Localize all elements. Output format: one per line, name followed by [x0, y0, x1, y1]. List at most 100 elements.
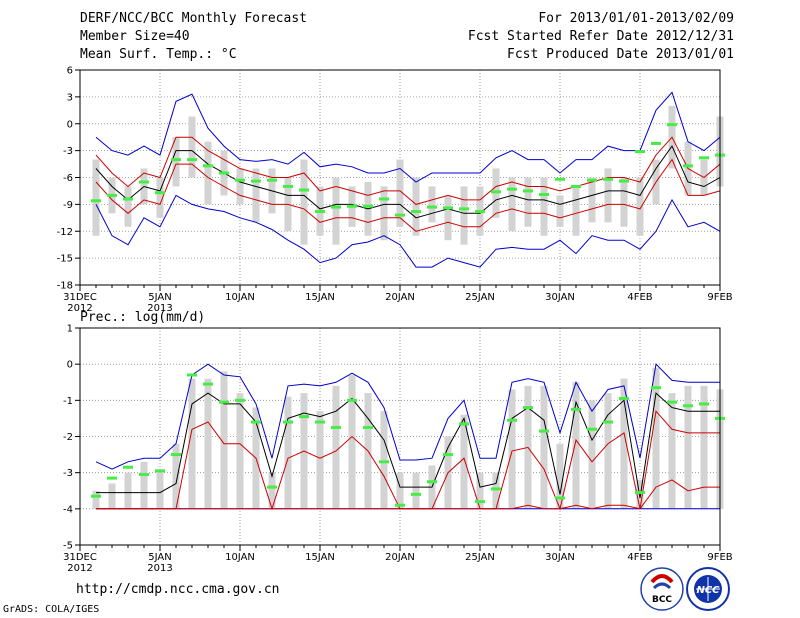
marker-point: [411, 492, 421, 496]
spread-box: [492, 472, 500, 509]
spread-box: [572, 186, 580, 236]
spread-box: [236, 168, 244, 205]
x-tick-label: 20JAN: [385, 552, 415, 563]
x-tick-sublabel: 2012: [67, 303, 92, 314]
marker-point: [187, 373, 197, 377]
x-tick-label: 20JAN: [385, 292, 415, 303]
spread-box: [348, 375, 356, 509]
spread-box: [508, 177, 516, 232]
marker-point: [395, 503, 405, 507]
spread-box: [588, 177, 596, 223]
x-tick-label: 31DEC: [63, 292, 97, 303]
spread-box: [380, 411, 388, 509]
spread-box: [540, 177, 548, 236]
spread-box: [460, 414, 468, 509]
spread-box: [700, 385, 708, 509]
spread-box: [444, 195, 452, 241]
marker-point: [379, 460, 389, 464]
marker-point: [203, 164, 213, 168]
x-tick-label: 10JAN: [225, 552, 255, 563]
marker-point: [555, 496, 565, 500]
marker-point: [107, 193, 117, 197]
marker-point: [91, 494, 101, 498]
spread-box: [188, 116, 196, 178]
spread-box: [268, 472, 276, 509]
x-tick-label: 31DEC: [63, 552, 97, 563]
x-tick-label: 9FEB: [707, 292, 732, 303]
marker-point: [331, 205, 341, 209]
marker-point: [443, 453, 453, 457]
spread-box: [620, 378, 628, 509]
marker-point: [107, 476, 117, 480]
marker-point: [203, 382, 213, 386]
marker-point: [507, 418, 517, 422]
marker-point: [571, 184, 581, 188]
series-line-max: [95, 91, 721, 183]
marker-point: [363, 204, 373, 208]
spread-box: [220, 371, 228, 509]
member-size-label: Member Size=40: [80, 29, 190, 44]
marker-point: [571, 407, 581, 411]
spread-box: [572, 382, 580, 509]
x-tick-label: 25JAN: [465, 552, 495, 563]
spread-box: [636, 479, 644, 509]
spread-box: [508, 389, 516, 509]
forecast-period-label: For 2013/01/01-2013/02/09: [538, 11, 734, 26]
series-line-upper: [95, 136, 721, 205]
spread-box: [300, 159, 308, 245]
marker-point: [523, 406, 533, 410]
spread-box: [108, 483, 116, 509]
marker-point: [507, 187, 517, 191]
marker-point: [299, 188, 309, 192]
spread-box: [156, 177, 164, 218]
spread-box: [172, 443, 180, 509]
marker-point: [699, 402, 709, 406]
marker-point: [523, 189, 533, 193]
spread-box: [124, 472, 132, 509]
marker-point: [171, 158, 181, 162]
x-tick-label: 15JAN: [305, 292, 335, 303]
marker-point: [267, 178, 277, 182]
marker-point: [539, 193, 549, 197]
grads-credit: GrADS: COLA/IGES: [3, 604, 100, 615]
x-tick-sublabel: 2012: [67, 563, 92, 574]
spread-box: [588, 400, 596, 509]
spread-box: [284, 396, 292, 509]
y-tick-label: -2: [63, 432, 73, 443]
spread-box: [396, 159, 404, 227]
marker-point: [619, 397, 629, 401]
y-tick-label: 1: [67, 324, 73, 335]
spread-box: [556, 443, 564, 509]
series-line-max: [95, 363, 720, 470]
source-url[interactable]: http://cmdp.ncc.cma.gov.cn: [76, 582, 280, 597]
marker-point: [123, 465, 133, 469]
marker-point: [459, 207, 469, 211]
spread-box: [668, 393, 676, 509]
series-line-mean: [96, 392, 720, 499]
x-tick-label: 5JAN: [148, 552, 171, 563]
marker-point: [651, 141, 661, 145]
spread-box: [316, 411, 324, 509]
spread-box: [604, 168, 612, 223]
x-tick-label: 9FEB: [707, 552, 732, 563]
marker-point: [603, 177, 613, 181]
marker-point: [283, 420, 293, 424]
marker-point: [683, 164, 693, 168]
spread-box: [172, 137, 180, 187]
x-tick-label: 4FEB: [627, 292, 652, 303]
spread-box: [332, 385, 340, 509]
spread-box: [380, 186, 388, 241]
spread-box: [204, 378, 212, 509]
spread-box: [92, 490, 100, 509]
bottom-panel-title: Prec.: log(mm/d): [80, 310, 206, 325]
top-panel-title: Mean Surf. Temp.: °C: [80, 47, 237, 62]
spread-box: [476, 472, 484, 509]
y-tick-label: -9: [63, 200, 73, 211]
series-line-lower: [95, 158, 721, 232]
marker-point: [379, 197, 389, 201]
spread-box: [460, 186, 468, 245]
x-tick-label: 30JAN: [545, 552, 575, 563]
marker-point: [411, 210, 421, 214]
